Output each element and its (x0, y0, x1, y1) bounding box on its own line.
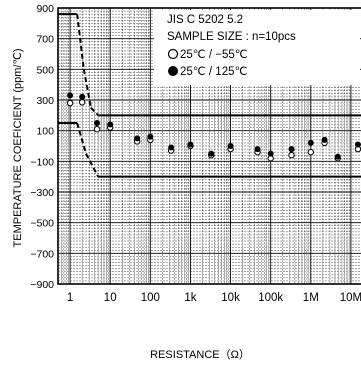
upper-limit-segment (90, 106, 99, 117)
lower-limit-segment (76, 122, 88, 154)
legend-sample-size: SAMPLE SIZE : n=10pcs (167, 31, 296, 43)
data-point-filled (134, 135, 141, 142)
y-tick-label: −500 (30, 218, 54, 230)
data-point-filled (107, 121, 114, 128)
x-tick-label: 1k (184, 292, 196, 304)
x-tick-label: 100k (258, 292, 283, 304)
data-point-filled (208, 150, 215, 157)
plot-frame (57, 7, 361, 285)
legend-box (154, 10, 360, 85)
data-point-filled (267, 150, 274, 157)
y-tick-label: −300 (30, 187, 54, 199)
data-point-filled (67, 92, 74, 99)
y-tick-label: 700 (36, 34, 54, 46)
y-tick-label: −700 (30, 248, 54, 260)
data-point-open (93, 125, 101, 133)
data-point-filled (334, 153, 341, 160)
data-point-filled (354, 141, 361, 148)
lower-limit-segment (85, 153, 100, 178)
x-tick-label: 10 (104, 292, 117, 304)
data-point-filled (321, 136, 328, 143)
y-tick-label: 100 (36, 126, 54, 138)
y-tick-labels: 900 700 500 300 100 −100 −300 −500 −700 −900 (30, 3, 54, 291)
x-tick-label: 100 (141, 292, 160, 304)
data-point-filled (187, 141, 194, 148)
x-tick-labels: 1 10 100 1k 10k 100k 1M 10M (67, 292, 361, 304)
y-tick-label: 900 (36, 3, 54, 15)
data-point-filled (79, 93, 86, 100)
legend-filled-circle-marker (168, 66, 178, 76)
x-tick-label: 10M (340, 292, 361, 304)
data-point-open (288, 152, 295, 159)
y-tick-label: 300 (36, 95, 54, 107)
data-point-filled (254, 146, 261, 153)
legend-standard: JIS C 5202 5.2 (167, 14, 243, 26)
upper-limit-segment (76, 14, 85, 70)
data-point-filled (288, 146, 295, 153)
x-tick-label: 10k (221, 292, 240, 304)
data-point-filled (227, 143, 234, 149)
data-point-open (307, 148, 315, 156)
x-tick-label: 1M (303, 292, 319, 304)
legend-open-circle-marker (167, 48, 179, 60)
y-tick-label: 500 (36, 64, 54, 76)
x-tick-label: 1 (67, 292, 73, 304)
legend-series-2-label: 25℃ / 125℃ (180, 66, 247, 78)
x-axis-label: RESISTANCE（Ω） (150, 348, 250, 361)
data-point-filled (94, 120, 101, 126)
spec-limit-lines (58, 13, 361, 178)
data-points (66, 92, 361, 162)
y-tick-label: −900 (30, 279, 54, 291)
y-tick-label: −100 (30, 156, 54, 168)
upper-limit-segment (82, 69, 92, 108)
legend-series-1-label: 25℃ / −55℃ (180, 49, 248, 61)
data-point-filled (147, 133, 154, 140)
y-axis-label: TEMPERATURE COEFICIENT (ppm/℃) (12, 49, 24, 248)
data-point-open (78, 99, 86, 106)
data-point-filled (307, 139, 314, 146)
data-point-open (66, 99, 74, 107)
data-point-filled (168, 144, 175, 151)
